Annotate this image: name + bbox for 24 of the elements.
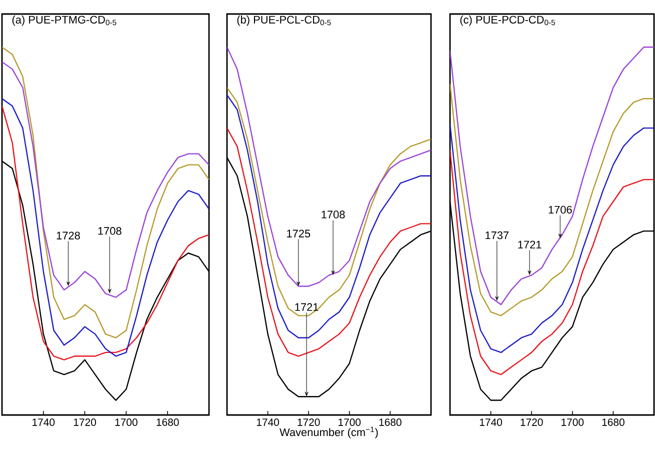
annotation: 1706 [548,206,572,214]
annotation: 1721 [295,303,318,311]
chart-title: (b) PUE-PCL-CD$_{0-5}$ [237,16,331,26]
x-tick-label: 1680 [379,418,402,426]
annotation: 1728 [56,232,80,240]
x-tick-label: 1700 [338,418,361,426]
annotation: 1725 [287,230,310,238]
x-tick-label: 1720 [520,418,543,426]
x-tick-label: 1720 [74,418,96,426]
x-tick-label: 1740 [480,418,502,426]
x-tick-label: 1700 [562,418,584,426]
annotation: 1708 [98,227,122,235]
chart-title: (c) PUE-PCD-CD$_{0-5}$ [460,16,556,26]
x-axis-title: Wavenumber (cm$^{−1}$) [280,426,378,438]
annotation: 1721 [518,240,542,248]
x-tick-label: 1680 [602,418,624,426]
x-tick-label: 1700 [115,418,138,426]
x-tick-label: 1740 [256,418,280,426]
annotation: 1737 [486,231,509,240]
x-tick-label: 1740 [32,418,55,426]
chart-title: (a) PUE-PTMG-CD$_{0-5}$ [12,16,116,26]
x-tick-label: 1720 [298,418,320,426]
x-tick-label: 1680 [156,418,179,426]
annotation: 1708 [322,210,345,218]
